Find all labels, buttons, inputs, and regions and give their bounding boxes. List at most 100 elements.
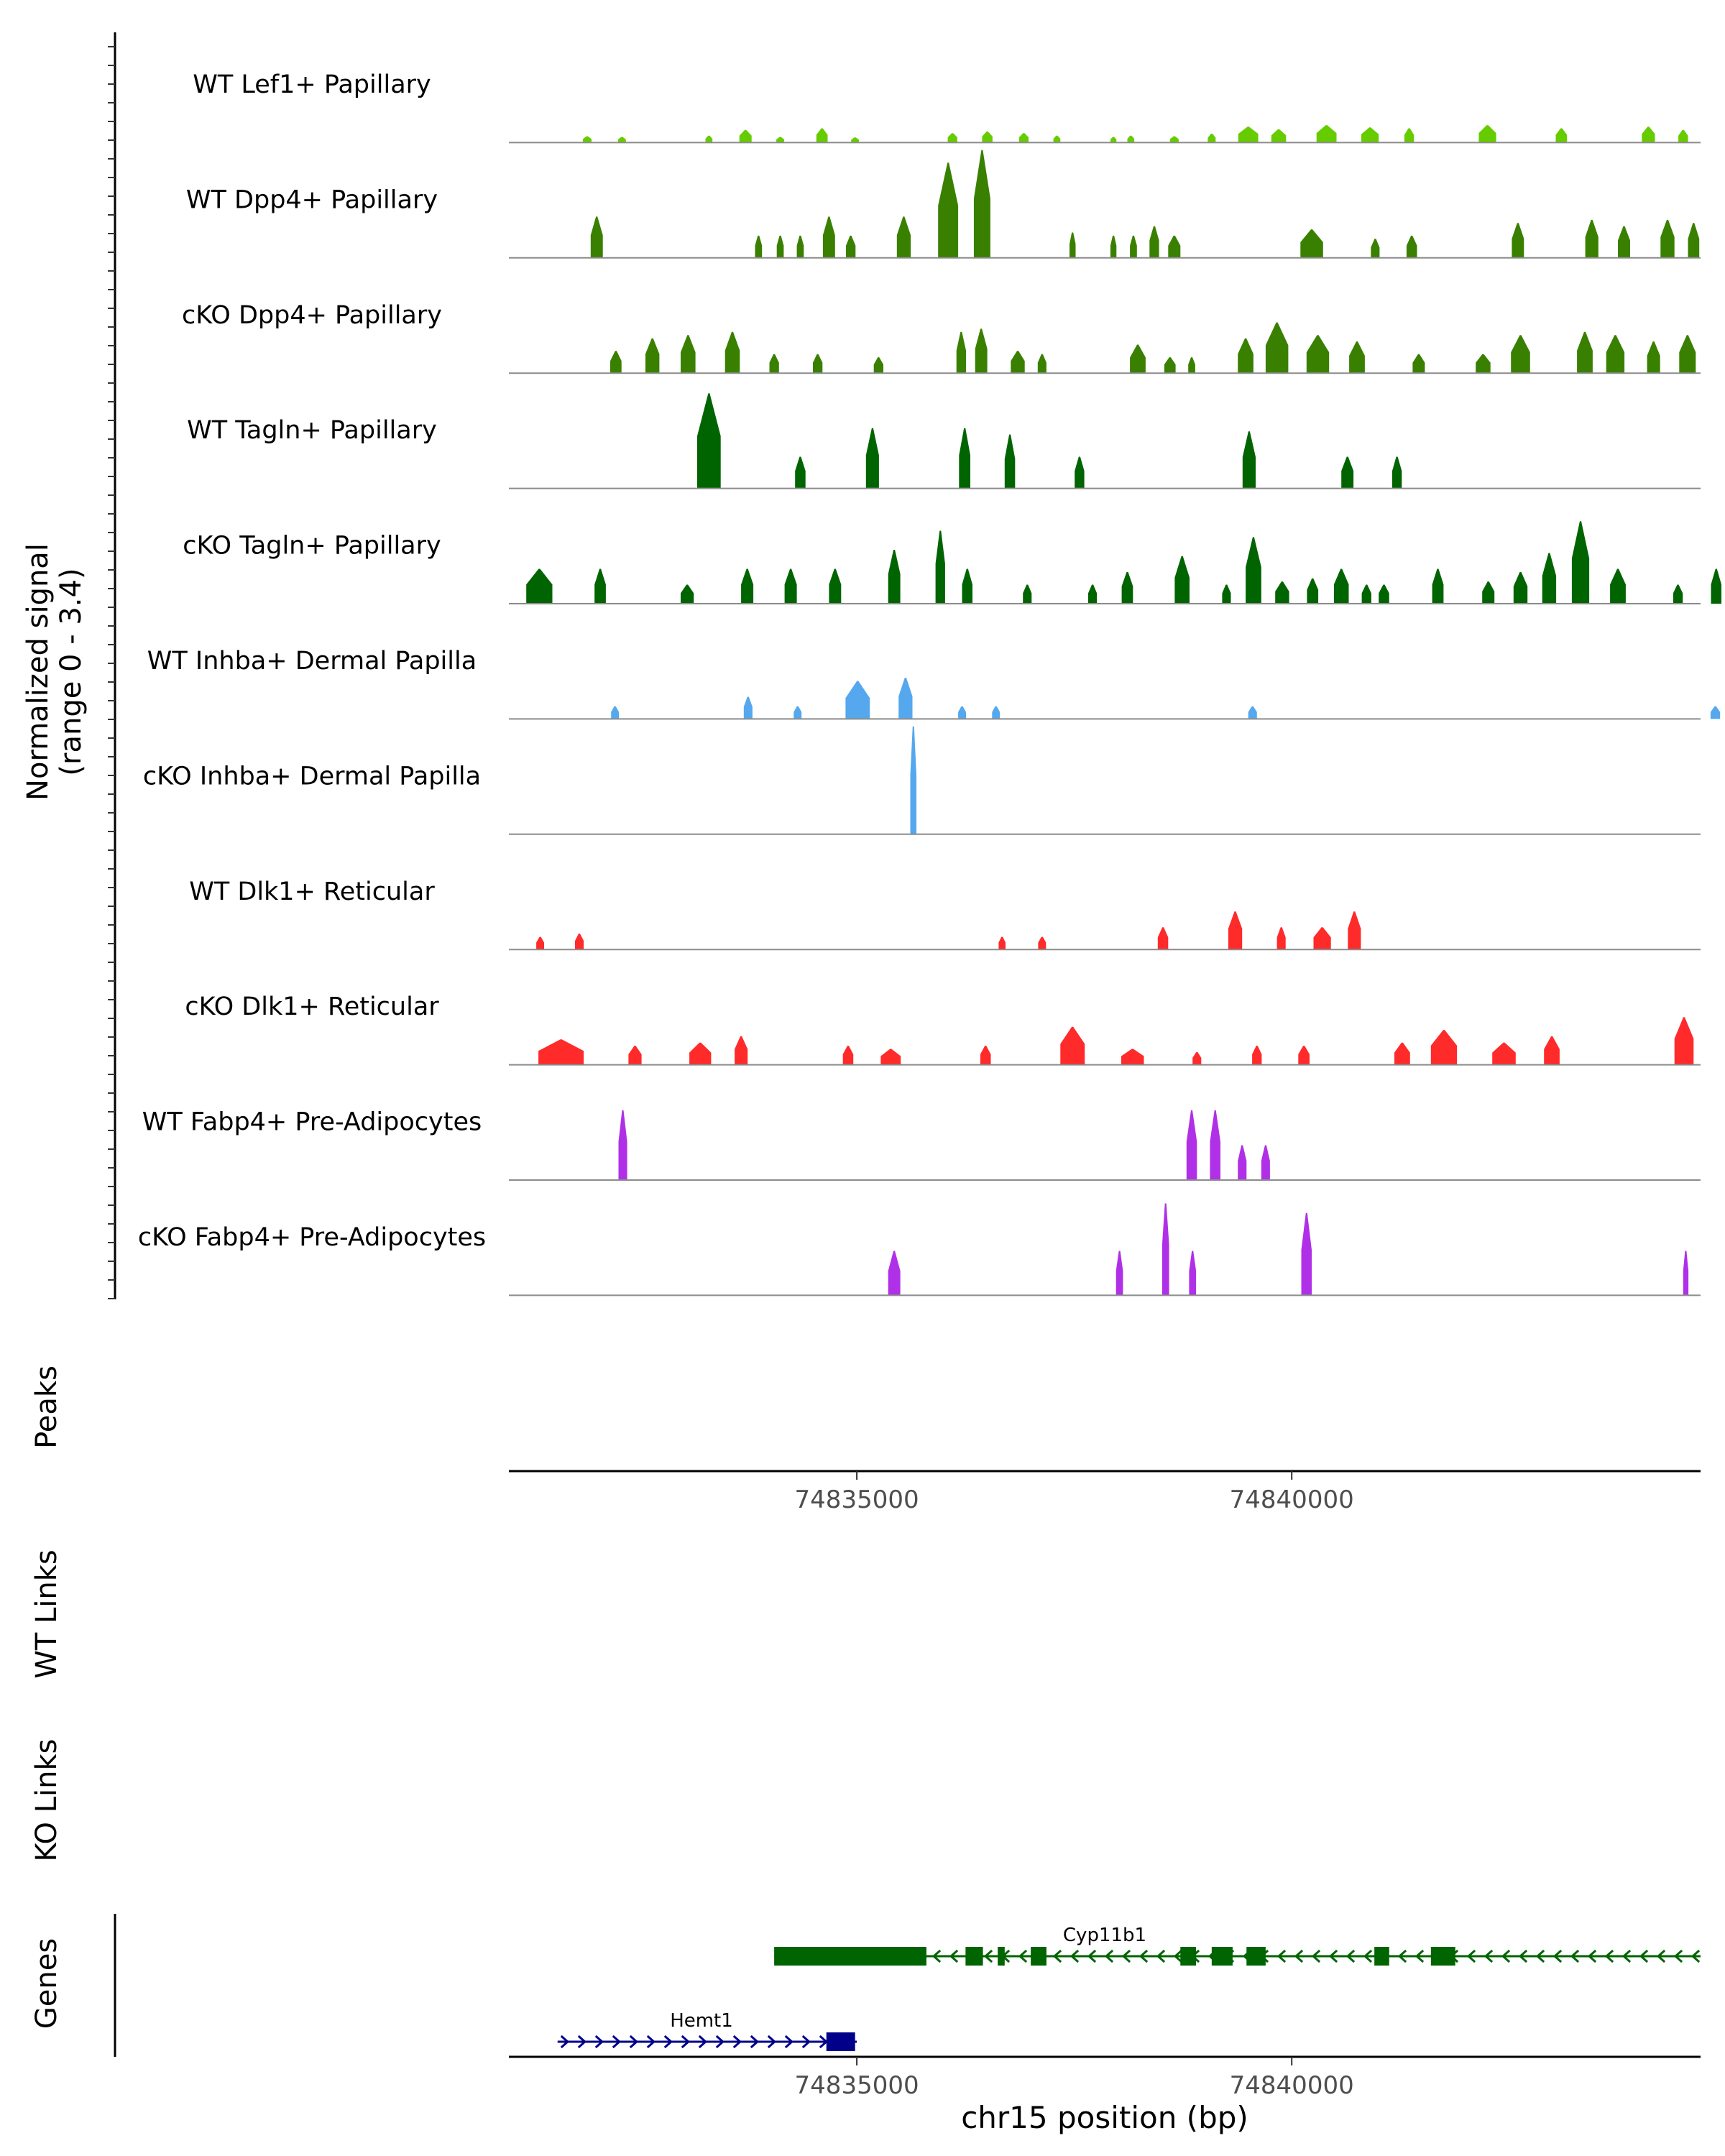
signal-peak <box>973 149 990 258</box>
signal-peak <box>1412 354 1425 374</box>
signal-peak <box>1306 335 1330 374</box>
signal-peak <box>898 678 913 719</box>
gene-exon <box>826 2032 855 2051</box>
signal-peak <box>1406 235 1417 258</box>
signal-peak <box>538 1039 584 1065</box>
gene-annotations: Cyp11b1 Hemt1 <box>557 1925 1701 2051</box>
signal-peak <box>590 216 603 258</box>
track-wt-dlk1-reticular: WT Dlk1+ Reticular <box>189 877 1701 951</box>
signal-peak <box>1121 1049 1144 1065</box>
gene-exon <box>965 1947 983 1966</box>
signal-peak <box>645 338 660 374</box>
signal-peak <box>1018 133 1029 143</box>
peaks-x-ticks: 74835000 74840000 <box>795 1471 1354 1514</box>
signal-peak <box>1361 127 1379 143</box>
track-wt-lef1-papillary: WT Lef1+ Papillary <box>193 70 1701 144</box>
track-cko-inhba-dermal-papilla: cKO Inhba+ Dermal Papilla <box>143 726 1701 835</box>
signal-peak <box>962 568 972 604</box>
signal-peak <box>743 696 753 719</box>
signal-peak <box>1210 1110 1220 1180</box>
gene-cyp11b1: Cyp11b1 <box>774 1925 1701 1966</box>
track-wt-inhba-dermal-papilla: WT Inhba+ Dermal Papilla <box>147 647 1721 720</box>
track-label: cKO Inhba+ Dermal Papilla <box>143 762 481 791</box>
gene-label: Hemt1 <box>670 2010 733 2032</box>
signal-peak <box>998 936 1006 950</box>
signal-peak <box>935 530 945 604</box>
signal-peak <box>617 137 626 143</box>
strand-chevron <box>577 2035 587 2049</box>
signal-peak <box>1023 584 1032 604</box>
signal-peak <box>1711 568 1721 604</box>
signal-peak <box>575 934 584 950</box>
track-wt-tagln-papillary: WT Tagln+ Papillary <box>187 393 1701 489</box>
signal-peak <box>1149 226 1159 258</box>
signal-peak <box>526 568 553 604</box>
signal-peak <box>1542 553 1557 604</box>
signal-peak <box>769 354 779 374</box>
x-tick-label: 74835000 <box>795 2071 919 2100</box>
y-axis-label-range: (range 0 - 3.4) <box>55 568 88 775</box>
signal-peak <box>1432 568 1444 604</box>
strand-chevron <box>1052 1949 1062 1963</box>
strand-chevron <box>1604 1949 1614 1963</box>
signal-peak <box>1127 135 1135 143</box>
signal-peak <box>1307 578 1319 604</box>
signal-peak <box>1298 1046 1310 1065</box>
signal-peak <box>1088 584 1098 604</box>
track-wt-dpp4-papillary: WT Dpp4+ Papillary <box>186 149 1701 259</box>
strand-chevron <box>1294 1949 1304 1963</box>
gene-exon <box>1430 1947 1455 1966</box>
strand-chevron <box>949 1949 959 1963</box>
signal-peak <box>1300 229 1323 258</box>
signal-peak <box>697 393 721 489</box>
signal-peak <box>880 1049 901 1065</box>
signal-peak <box>776 137 784 143</box>
signal-peak <box>1511 335 1530 374</box>
strand-chevron <box>784 2035 794 2049</box>
signal-peak <box>938 162 959 258</box>
signal-peak <box>1186 1110 1197 1180</box>
track-label: WT Fabp4+ Pre-Adipocytes <box>142 1108 482 1137</box>
gene-exon <box>1374 1947 1389 1966</box>
signal-peak <box>1238 1145 1247 1180</box>
strand-chevron <box>681 2035 691 2049</box>
signal-peak <box>1276 927 1286 950</box>
signal-peak <box>1011 351 1025 374</box>
signal-peak <box>851 137 860 143</box>
signal-peak <box>1606 335 1625 374</box>
signal-peak <box>1265 322 1289 374</box>
signal-peak <box>1130 344 1146 374</box>
signal-peak <box>1361 584 1371 604</box>
track-label: WT Lef1+ Papillary <box>193 70 431 99</box>
strand-chevron <box>1156 1949 1166 1963</box>
signal-peak <box>1116 1250 1123 1296</box>
signal-peak <box>755 235 763 258</box>
ko-links-side-label: KO Links <box>30 1739 63 1862</box>
signal-peak <box>796 235 804 258</box>
signal-peak <box>739 129 752 143</box>
track-label: WT Tagln+ Papillary <box>187 416 437 445</box>
signal-peak <box>1208 134 1216 143</box>
strand-chevron <box>594 2035 604 2049</box>
genes-side-label: Genes <box>30 1938 63 2029</box>
signal-peak <box>1392 456 1402 489</box>
signal-peak <box>1174 556 1190 604</box>
strand-chevron <box>1363 1949 1373 1963</box>
genes-x-ticks: 74835000 74840000 <box>795 2057 1354 2100</box>
signal-peak <box>1492 1042 1516 1065</box>
signal-peak <box>1110 137 1117 143</box>
strand-chevron <box>750 2035 760 2049</box>
signal-peak <box>845 681 870 719</box>
gene-exon <box>998 1947 1005 1966</box>
strand-chevron <box>1535 1949 1545 1963</box>
signal-peak <box>1075 456 1085 489</box>
strand-chevron <box>1397 1949 1407 1963</box>
signal-peak <box>724 331 740 374</box>
signal-peak <box>1683 1250 1689 1296</box>
signal-peak <box>975 328 988 374</box>
signal-peak <box>980 1046 991 1065</box>
signal-peak <box>1275 581 1289 604</box>
signal-peak <box>594 568 606 604</box>
signal-peak <box>873 357 883 374</box>
